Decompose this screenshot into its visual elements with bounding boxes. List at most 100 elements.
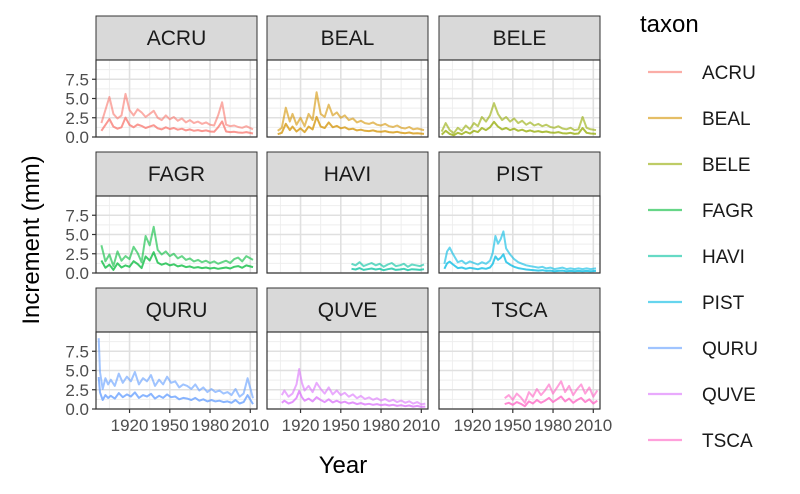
facet-panel-beal: BEAL <box>266 15 429 138</box>
x-tick-label: 1980 <box>534 416 572 435</box>
y-tick-label: 7.5 <box>65 342 89 361</box>
series-line-quve-low <box>281 390 426 408</box>
y-tick-label: 2.5 <box>65 381 89 400</box>
x-tick-label: 2010 <box>402 416 440 435</box>
facet-strip <box>266 151 429 197</box>
facet-strip <box>95 151 258 197</box>
y-tick-label: 7.5 <box>65 70 89 89</box>
facet-strip-label: QURU <box>146 299 208 322</box>
legend-item-pist: PIST <box>648 293 745 314</box>
series-line-beal <box>277 91 425 132</box>
facet-strip-label: PIST <box>496 163 543 186</box>
series-line-pist <box>443 230 597 271</box>
series-line-acru-low <box>100 116 254 135</box>
series-line-fagr <box>100 225 254 268</box>
y-tick-label: 7.5 <box>65 206 89 225</box>
panel-border <box>438 59 601 138</box>
y-tick-label: 2.5 <box>65 245 89 264</box>
facet-strip-label: HAVI <box>324 163 371 186</box>
facet-panel-acru: ACRU <box>92 15 258 138</box>
series-line-bele-low <box>441 120 597 137</box>
legend-label: HAVI <box>702 247 745 268</box>
facet-strip <box>438 151 601 197</box>
facet-strip <box>266 287 429 333</box>
legend-label: QUVE <box>702 385 756 406</box>
legend-item-quve: QUVE <box>648 385 756 406</box>
series-line-beal-low <box>277 115 425 136</box>
legend-label: FAGR <box>702 201 754 222</box>
facet-strip-label: TSCA <box>491 299 547 322</box>
y-tick-label: 0.0 <box>65 128 89 147</box>
facet-panels: ACRU BEAL BELE FAGR HAVI PIST QURU QUVE TSCA <box>92 15 601 413</box>
series-line-bele <box>440 102 597 135</box>
x-tick-label: 1950 <box>151 416 189 435</box>
x-tick-label: 1920 <box>454 416 492 435</box>
facet-panel-tsca: TSCA <box>438 287 601 413</box>
legend-title: taxon <box>640 11 699 38</box>
legend-label: BEAL <box>702 109 751 130</box>
x-axis-tick-labels: 1920 1950 1980 2010 1920 1950 1980 2010 1920 1950… <box>111 416 613 435</box>
facet-strip <box>438 15 601 61</box>
x-tick-label: 1920 <box>282 416 320 435</box>
legend-item-quru: QURU <box>648 339 758 360</box>
panel-border <box>438 195 601 274</box>
facet-panel-pist: PIST <box>438 151 601 274</box>
x-tick-label: 2010 <box>231 416 269 435</box>
y-axis-tick-labels: 0.02.55.07.50.02.55.07.50.02.55.07.5 <box>65 70 89 419</box>
facet-strip <box>266 15 429 61</box>
facet-panel-quve: QUVE <box>266 287 429 413</box>
x-tick-label: 1980 <box>362 416 400 435</box>
legend-item-beal: BEAL <box>648 109 751 130</box>
facet-panel-quru: QURU <box>92 287 258 413</box>
legend-item-bele: BELE <box>648 155 751 176</box>
y-tick-label: 0.0 <box>65 400 89 419</box>
series-line-tsca <box>504 380 599 404</box>
y-tick-label: 0.0 <box>65 264 89 283</box>
legend-label: ACRU <box>702 63 756 84</box>
legend-item-tsca: TSCA <box>648 431 753 452</box>
legend-item-fagr: FAGR <box>648 201 754 222</box>
series-line-fagr-low <box>100 251 254 271</box>
facet-strip-label: BEAL <box>321 27 375 50</box>
series-line-havi <box>351 261 425 268</box>
legend-label: QURU <box>702 339 758 360</box>
facet-panel-fagr: FAGR <box>92 151 258 274</box>
x-axis-title: Year <box>319 452 368 479</box>
y-tick-label: 2.5 <box>65 109 89 128</box>
facet-panel-bele: BELE <box>438 15 601 138</box>
legend: taxon ACRU BEAL BELE FAGR HAVI PIST QURU QUVE TS… <box>640 11 758 452</box>
facet-strip-label: QUVE <box>318 299 378 322</box>
y-axis-title: Increment (mm) <box>18 155 45 324</box>
series-line-havi-low <box>351 267 425 272</box>
y-tick-label: 5.0 <box>65 226 89 245</box>
x-tick-label: 2010 <box>574 416 612 435</box>
panel-border <box>266 195 429 274</box>
legend-item-acru: ACRU <box>648 63 756 84</box>
x-tick-label: 1950 <box>322 416 360 435</box>
legend-label: TSCA <box>702 431 753 452</box>
facet-strip-label: BELE <box>493 27 547 50</box>
series-line-quru-low <box>97 377 254 405</box>
facet-strip <box>95 15 258 61</box>
series-line-tsca-low <box>504 395 598 408</box>
series-line-quve <box>280 368 426 406</box>
legend-label: PIST <box>702 293 745 314</box>
x-tick-label: 1920 <box>111 416 149 435</box>
panel-border <box>438 331 601 410</box>
panel-border <box>266 331 429 410</box>
legend-label: BELE <box>702 155 751 176</box>
series-line-quru <box>97 338 254 399</box>
y-tick-label: 5.0 <box>65 90 89 109</box>
facet-strip-label: ACRU <box>147 27 207 50</box>
x-tick-label: 1950 <box>494 416 532 435</box>
facet-strip <box>438 287 601 333</box>
y-tick-label: 5.0 <box>65 362 89 381</box>
series-line-acru <box>100 92 254 131</box>
series-line-pist-low <box>443 253 597 273</box>
facet-panel-havi: HAVI <box>266 151 429 274</box>
x-tick-label: 1980 <box>191 416 229 435</box>
facet-strip-label: FAGR <box>148 163 205 186</box>
facet-strip <box>95 287 258 333</box>
panel-border <box>266 59 429 138</box>
